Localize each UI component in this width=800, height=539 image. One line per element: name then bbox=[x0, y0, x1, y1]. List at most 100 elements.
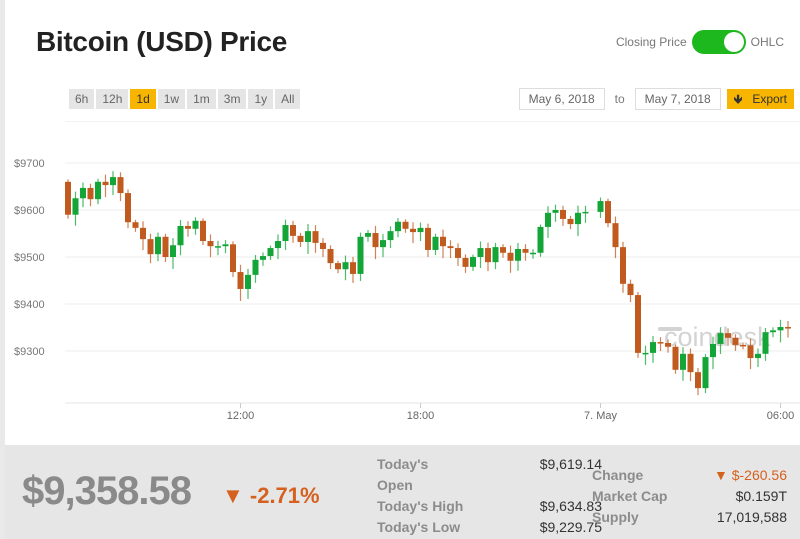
candle-down bbox=[627, 283, 634, 296]
candle-down bbox=[335, 263, 341, 270]
candle-up bbox=[530, 252, 536, 255]
market-cap-label: Market Cap bbox=[592, 488, 668, 504]
candle-up bbox=[215, 246, 221, 248]
x-tick-label: 7. May bbox=[584, 410, 618, 422]
candle-down bbox=[185, 225, 191, 229]
candle-up bbox=[245, 274, 251, 289]
candle-up bbox=[717, 333, 724, 344]
candle-up bbox=[432, 236, 439, 250]
date-to-input[interactable]: May 7, 2018 bbox=[634, 88, 721, 110]
candle-up bbox=[702, 357, 709, 389]
range-1y[interactable]: 1y bbox=[248, 89, 274, 109]
candle-up bbox=[582, 211, 589, 214]
candle-up bbox=[380, 240, 386, 248]
candle-down bbox=[425, 227, 431, 250]
candle-down bbox=[560, 210, 566, 219]
candle-down bbox=[485, 248, 491, 263]
y-tick-label: $9600 bbox=[14, 205, 45, 217]
candle-down bbox=[672, 346, 679, 370]
high-value: $9,634.83 bbox=[539, 498, 602, 514]
export-label: Export bbox=[752, 92, 787, 106]
range-12h[interactable]: 12h bbox=[96, 89, 129, 109]
candle-down bbox=[462, 257, 469, 267]
range-selector: 6h 12h 1d 1w 1m 3m 1y All bbox=[69, 89, 301, 109]
range-1w[interactable]: 1w bbox=[157, 89, 186, 109]
candle-up bbox=[477, 248, 484, 257]
candle-up bbox=[275, 241, 281, 249]
export-button[interactable]: 🡻 Export bbox=[726, 89, 794, 109]
candle-down bbox=[635, 295, 641, 353]
candle-up bbox=[177, 225, 184, 246]
x-tick-label: 06:00 bbox=[767, 410, 795, 422]
y-tick-label: $9500 bbox=[14, 252, 45, 264]
range-1d[interactable]: 1d bbox=[130, 89, 156, 109]
price-chart[interactable]: $9700 $9600 $9500 $9400 $9300 12:00 18:00 7. Ma… bbox=[0, 0, 800, 440]
left-edge bbox=[0, 0, 5, 539]
candle-up bbox=[80, 187, 86, 199]
low-value: $9,229.75 bbox=[539, 519, 602, 535]
x-tick-label: 18:00 bbox=[407, 410, 435, 422]
candle-down bbox=[132, 222, 139, 228]
candle-down bbox=[372, 233, 379, 248]
open-label-line1: Today's bbox=[377, 456, 429, 472]
candle-down bbox=[665, 343, 671, 347]
range-6h[interactable]: 6h bbox=[69, 89, 95, 109]
candle-down bbox=[402, 221, 409, 229]
toggle-label-ohlc: OHLC bbox=[750, 35, 784, 49]
candle-down bbox=[440, 236, 446, 247]
candle-down bbox=[500, 247, 506, 253]
candle-down bbox=[410, 228, 416, 233]
open-value: $9,619.14 bbox=[539, 456, 602, 472]
divider bbox=[65, 121, 800, 122]
candle-down bbox=[455, 248, 461, 258]
y-tick-label: $9700 bbox=[14, 158, 45, 170]
candle-down bbox=[740, 344, 746, 347]
date-from-input[interactable]: May 6, 2018 bbox=[518, 88, 605, 110]
low-label: Today's Low bbox=[377, 519, 461, 535]
candle-up bbox=[95, 181, 101, 200]
candle-up bbox=[770, 330, 776, 333]
candle-down bbox=[785, 327, 791, 329]
change-value: ▼ $-260.56 bbox=[713, 467, 787, 483]
candle-up bbox=[515, 249, 521, 261]
candle-up bbox=[305, 231, 311, 242]
range-1m[interactable]: 1m bbox=[187, 89, 216, 109]
candle-up bbox=[492, 247, 499, 263]
candle-up bbox=[710, 343, 716, 358]
candle-up bbox=[260, 256, 266, 260]
candle-down bbox=[147, 239, 154, 255]
y-tick-label: $9300 bbox=[14, 346, 45, 358]
candle-up bbox=[755, 353, 761, 359]
open-label-line2: Open bbox=[377, 477, 413, 493]
change-label: Change bbox=[592, 467, 644, 483]
candle-up bbox=[575, 212, 581, 225]
candle-down bbox=[350, 262, 356, 274]
market-cap-value: $0.159T bbox=[735, 488, 787, 504]
candle-up bbox=[777, 327, 784, 331]
candle-down bbox=[695, 372, 701, 389]
market-stats: Change ▼ $-260.56 Market Cap $0.159T Sup… bbox=[592, 467, 787, 527]
current-price: $9,358.58 bbox=[22, 469, 192, 513]
candle-up bbox=[395, 221, 401, 232]
candle-down bbox=[612, 223, 619, 248]
candle-up bbox=[545, 212, 551, 227]
candle-up bbox=[470, 257, 476, 267]
candle-down bbox=[162, 236, 169, 257]
candle-up bbox=[72, 198, 79, 215]
candle-down bbox=[140, 227, 146, 240]
date-range: May 6, 2018 to May 7, 2018 🡻 Export bbox=[518, 88, 794, 110]
candle-up bbox=[365, 233, 371, 237]
range-all[interactable]: All bbox=[275, 89, 301, 109]
change-percent: ▼ -2.71% bbox=[222, 483, 320, 508]
page-title: Bitcoin (USD) Price bbox=[36, 26, 288, 57]
candle-up bbox=[110, 177, 116, 186]
candle-down bbox=[605, 201, 611, 224]
supply-label: Supply bbox=[592, 509, 639, 525]
range-3m[interactable]: 3m bbox=[217, 89, 247, 109]
candle-down bbox=[65, 181, 71, 215]
chart-mode-toggle[interactable] bbox=[691, 30, 746, 54]
candle-up bbox=[650, 342, 656, 353]
candle-up bbox=[537, 226, 544, 253]
daily-stats: Today's Open $9,619.14 Today's High $9,6… bbox=[377, 456, 602, 536]
candle-up bbox=[642, 352, 649, 355]
